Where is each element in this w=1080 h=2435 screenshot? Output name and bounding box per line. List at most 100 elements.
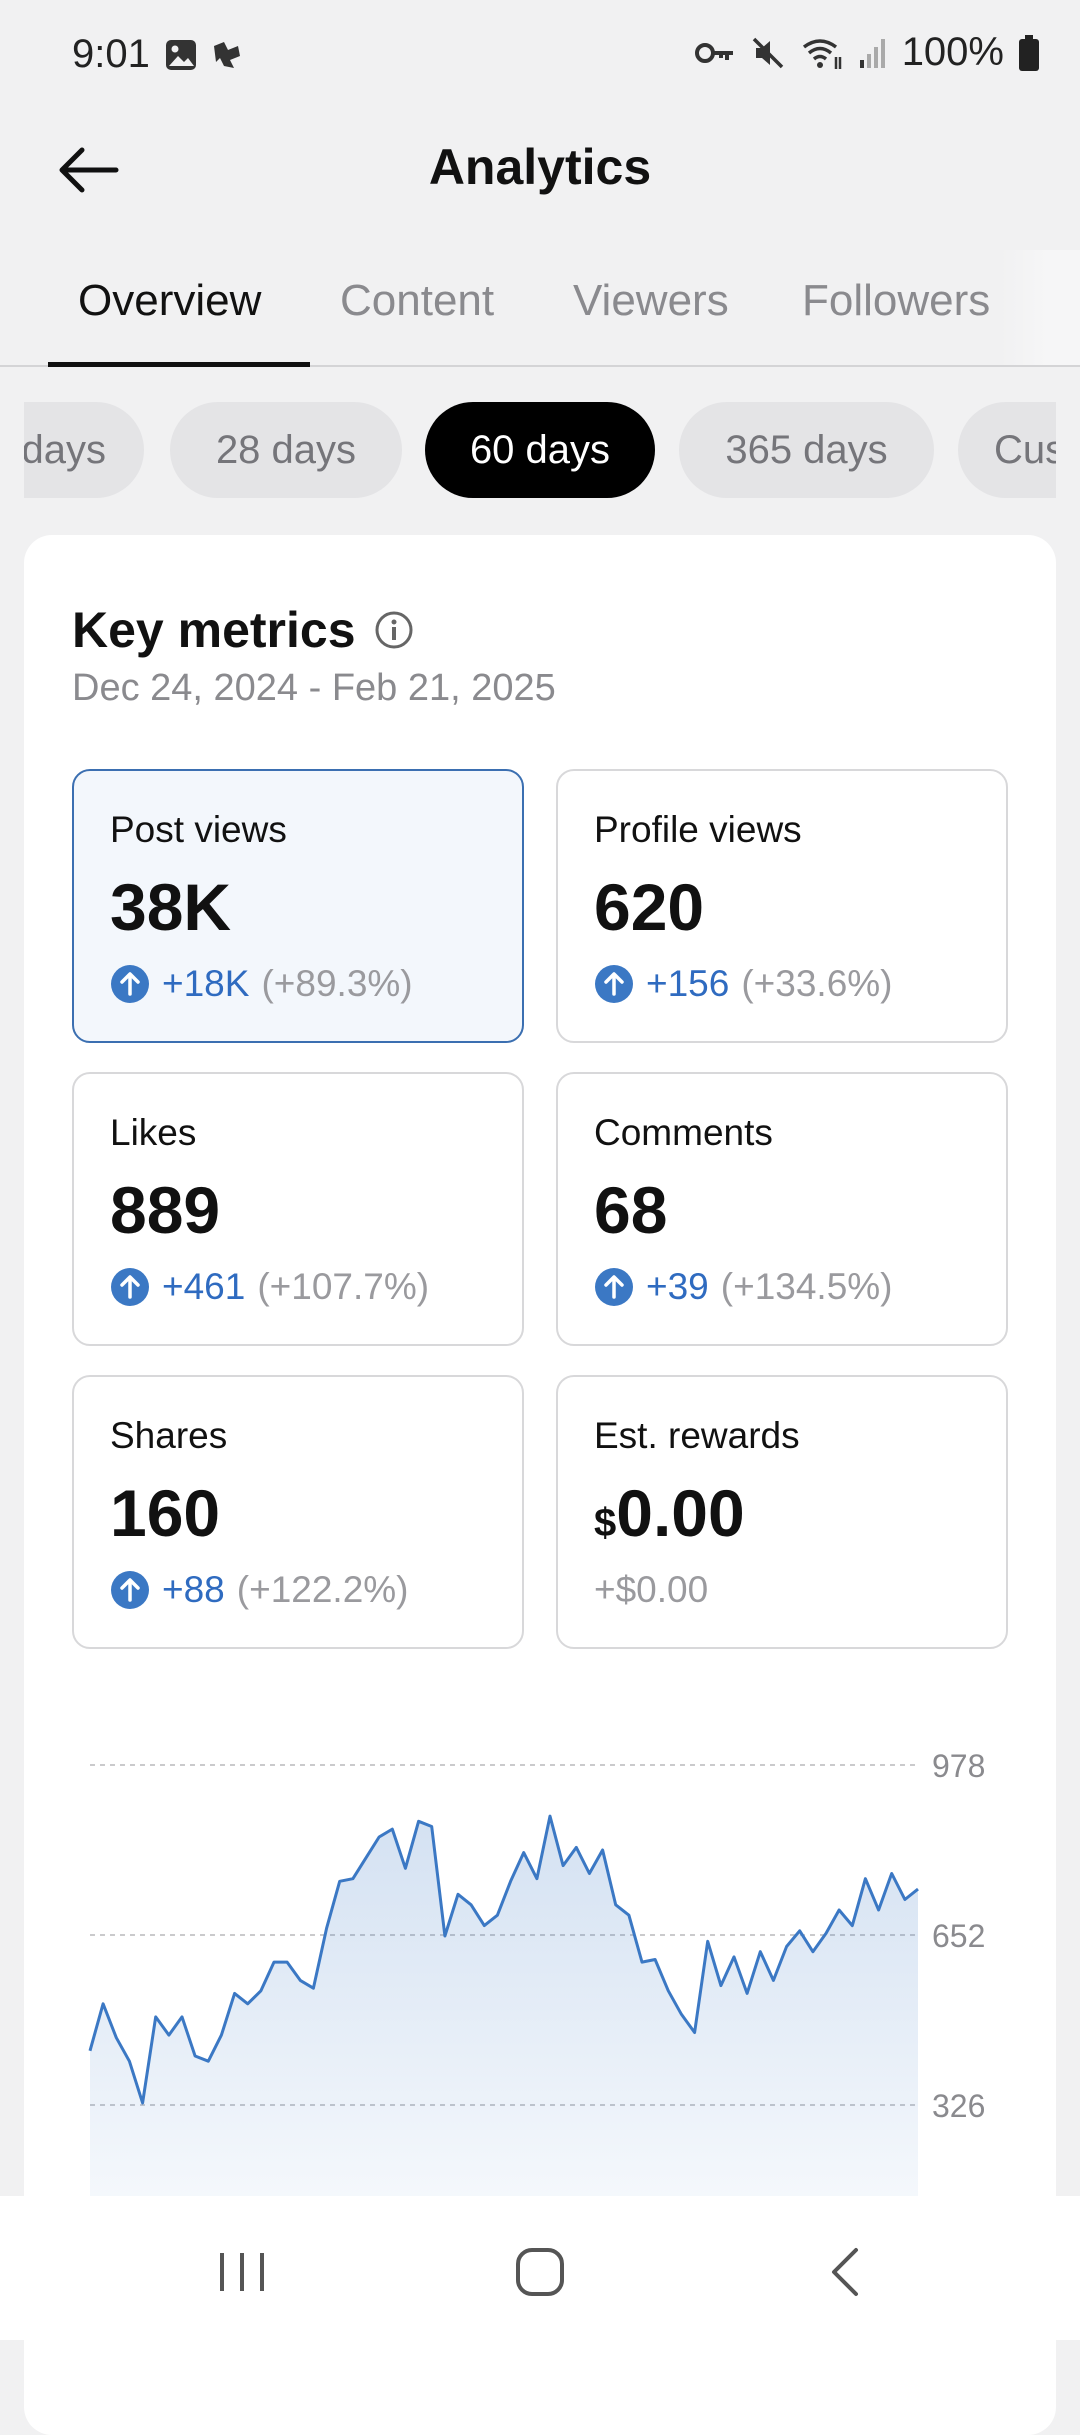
chart-point: [297, 1977, 303, 1983]
chart-point: [258, 1988, 264, 1994]
chart-point: [573, 1844, 579, 1850]
tab-bar: Overview Content Viewers Followers: [0, 250, 1080, 367]
metric-card-post-views[interactable]: Post views 38K +18K (+89.3%): [72, 769, 524, 1043]
date-range-label: Dec 24, 2024 - Feb 21, 2025: [72, 667, 556, 709]
chart-point: [126, 2058, 132, 2064]
chart-point: [613, 1902, 619, 1908]
chip-custom[interactable]: Custom: [958, 402, 1056, 498]
page-title: Analytics: [428, 139, 652, 195]
metric-label: Comments: [594, 1112, 773, 1153]
metric-delta: +$0.00: [594, 1569, 709, 1610]
metric-delta: +88: [162, 1569, 225, 1610]
info-icon[interactable]: [374, 610, 414, 650]
chart-point: [271, 1959, 277, 1965]
metric-value: 889: [110, 1173, 221, 1247]
chart-point: [547, 1813, 553, 1819]
chart-line: [88, 1814, 919, 2105]
chart-point: [494, 1912, 500, 1918]
chip-365-days[interactable]: 365 days: [679, 402, 934, 498]
home-button[interactable]: [500, 2232, 580, 2312]
arrow-up-icon: [595, 965, 633, 1003]
metric-percent: (+89.3%): [261, 963, 413, 1004]
recent-apps-button[interactable]: [202, 2232, 282, 2312]
metric-card-est-rewards[interactable]: Est. rewards $0.00 +$0.00: [556, 1375, 1008, 1649]
chart-point: [376, 1834, 382, 1840]
chart-point: [218, 2032, 224, 2038]
chart-point: [245, 2001, 251, 2007]
tab-overview[interactable]: Overview: [78, 276, 262, 325]
chart-point: [600, 1847, 606, 1853]
metric-delta: +461: [162, 1266, 246, 1307]
chart-point: [100, 2001, 106, 2007]
arrow-up-icon: [111, 1571, 149, 1609]
back-button[interactable]: [48, 130, 128, 210]
chart-point: [626, 1912, 632, 1918]
metric-change: +39 (+134.5%): [594, 1266, 893, 1308]
chart-point: [192, 2053, 198, 2059]
chart-point: [310, 1985, 316, 1991]
chart-point: [140, 2100, 146, 2106]
wifi-icon: [802, 38, 841, 69]
chart-point: [705, 1938, 711, 1944]
chart-point: [652, 1957, 658, 1963]
chart-point: [902, 1897, 908, 1903]
chart-point: [402, 1865, 408, 1871]
nav-back-button[interactable]: [806, 2232, 886, 2312]
chart-point: [153, 2014, 159, 2020]
metric-card-comments[interactable]: Comments 68 +39 (+134.5%): [556, 1072, 1008, 1346]
date-range-chips: 7 days 28 days 60 days 365 days Custom: [24, 402, 1056, 498]
currency-symbol: $: [594, 1501, 617, 1545]
chart-point: [836, 1907, 842, 1913]
metric-value: 160: [110, 1476, 221, 1550]
chart-point: [429, 1824, 435, 1830]
metric-card-shares[interactable]: Shares 160 +88 (+122.2%): [72, 1375, 524, 1649]
status-bar: 9:01 100%: [0, 0, 1080, 110]
metric-label: Profile views: [594, 809, 802, 850]
gallery-icon: [166, 40, 196, 70]
chart-point: [784, 1944, 790, 1950]
post-views-chart[interactable]: 978 652 326: [24, 1685, 1056, 2245]
chart-point: [389, 1826, 395, 1832]
tab-scroll-fade: [1000, 250, 1080, 365]
metric-value-amount: 0.00: [616, 1476, 745, 1550]
chart-point: [363, 1855, 369, 1861]
metric-percent: (+122.2%): [236, 1569, 409, 1610]
chip-28-days[interactable]: 28 days: [170, 402, 402, 498]
chart-point: [586, 1871, 592, 1877]
system-nav-bar: [0, 2196, 1080, 2340]
back-arrow-icon: [59, 147, 119, 193]
chart-point: [810, 1949, 816, 1955]
chip-7-days[interactable]: 7 days: [24, 402, 144, 498]
status-icons: 100%: [694, 30, 1040, 75]
chart-point: [876, 1907, 882, 1913]
key-metrics-heading: Key metrics: [72, 601, 414, 659]
metric-card-likes[interactable]: Likes 889 +461 (+107.7%): [72, 1072, 524, 1346]
chart-point: [678, 2011, 684, 2017]
arrow-up-icon: [595, 1268, 633, 1306]
chart-point: [692, 2030, 698, 2036]
chart-point: [639, 1959, 645, 1965]
metric-card-profile-views[interactable]: Profile views 620 +156 (+33.6%): [556, 769, 1008, 1043]
chart-point: [324, 1925, 330, 1931]
status-time: 9:01: [72, 32, 150, 76]
chart-point: [797, 1928, 803, 1934]
battery-icon: [1019, 34, 1039, 71]
chart-point: [442, 1933, 448, 1939]
y-tick-label: 652: [932, 1918, 985, 1954]
metric-label: Est. rewards: [594, 1415, 800, 1456]
tab-content[interactable]: Content: [340, 276, 495, 325]
y-tick-label: 326: [932, 2088, 985, 2124]
chart-point: [823, 1930, 829, 1936]
chart-point: [166, 2032, 172, 2038]
chart-point: [731, 1954, 737, 1960]
back-icon: [832, 2248, 858, 2296]
metric-delta: +39: [646, 1266, 709, 1307]
metric-percent: (+33.6%): [741, 963, 893, 1004]
metric-change: +18K (+89.3%): [110, 963, 413, 1005]
key-metrics-card: Key metrics Dec 24, 2024 - Feb 21, 2025 …: [24, 535, 1056, 2435]
metric-label: Shares: [110, 1415, 228, 1456]
tab-viewers[interactable]: Viewers: [573, 276, 729, 325]
tab-followers[interactable]: Followers: [802, 276, 991, 325]
metric-change: +461 (+107.7%): [110, 1266, 429, 1308]
chip-60-days[interactable]: 60 days: [425, 402, 655, 498]
